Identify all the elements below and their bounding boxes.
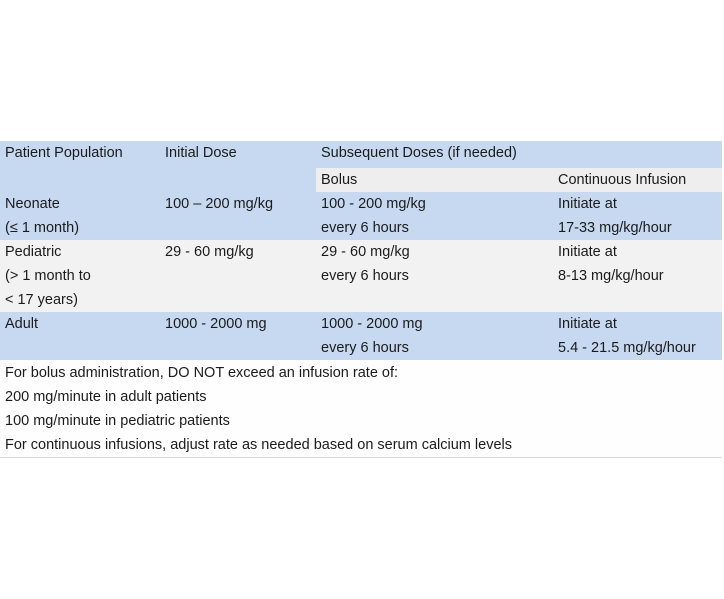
- header-subsequent-doses-label: Subsequent Doses (if needed): [321, 145, 517, 161]
- pediatric-population-cell: Pediatric (> 1 month to < 17 years): [0, 240, 160, 312]
- cell-line: 1000 - 2000 mg: [165, 316, 267, 332]
- header-continuous-infusion-label: Continuous Infusion: [558, 172, 687, 188]
- cell-line: Neonate: [5, 196, 60, 212]
- notes-row: For bolus administration, DO NOT exceed …: [0, 360, 723, 458]
- cell-line: 29 - 60 mg/kg: [321, 244, 410, 260]
- adult-population-cell: Adult: [0, 312, 160, 360]
- cell-line: (≤ 1 month): [5, 220, 80, 236]
- dosing-table: Patient Population Initial Dose Subseque…: [0, 141, 723, 458]
- cell-line: every 6 hours: [321, 220, 409, 236]
- cell-line: 29 - 60 mg/kg: [165, 244, 254, 260]
- cell-line: Initiate at: [558, 316, 617, 332]
- cell-line: Initiate at: [558, 244, 617, 260]
- notes-cell: For bolus administration, DO NOT exceed …: [0, 360, 723, 458]
- header-bolus-label: Bolus: [321, 172, 358, 188]
- adult-initial-dose-cell: 1000 - 2000 mg: [160, 312, 316, 360]
- note-line-bolus-limit: For bolus administration, DO NOT exceed …: [5, 365, 399, 381]
- cell-line: 1000 - 2000 mg: [321, 316, 423, 332]
- neonate-initial-dose-cell: 100 – 200 mg/kg: [160, 192, 316, 240]
- subheader-row: Bolus Continuous Infusion: [0, 168, 723, 192]
- neonate-bolus-cell: 100 - 200 mg/kg every 6 hours: [316, 192, 553, 240]
- header-bolus-cell: Bolus: [316, 168, 553, 192]
- pediatric-bolus-cell: 29 - 60 mg/kg every 6 hours: [316, 240, 553, 312]
- cell-line: 8-13 mg/kg/hour: [558, 268, 664, 284]
- adult-bolus-cell: 1000 - 2000 mg every 6 hours: [316, 312, 553, 360]
- neonate-population-cell: Neonate (≤ 1 month): [0, 192, 160, 240]
- note-line-adult-rate: 200 mg/minute in adult patients: [5, 389, 207, 405]
- note-line-pediatric-rate: 100 mg/minute in pediatric patients: [5, 413, 230, 429]
- note-line-continuous-adjust: For continuous infusions, adjust rate as…: [5, 437, 512, 453]
- cell-line: Adult: [5, 316, 39, 332]
- cell-line: (> 1 month to: [5, 268, 91, 284]
- cell-line: every 6 hours: [321, 340, 409, 356]
- pediatric-initial-dose-cell: 29 - 60 mg/kg: [160, 240, 316, 312]
- cell-line: 5.4 - 21.5 mg/kg/hour: [558, 340, 696, 356]
- cell-line: Pediatric: [5, 244, 62, 260]
- header-row: Patient Population Initial Dose Subseque…: [0, 141, 723, 192]
- header-initial-dose-label: Initial Dose: [165, 145, 237, 161]
- header-continuous-infusion-cell: Continuous Infusion: [553, 168, 723, 192]
- cell-line: every 6 hours: [321, 268, 409, 284]
- header-patient-population-label: Patient Population: [5, 145, 123, 161]
- pediatric-continuous-infusion-cell: Initiate at 8-13 mg/kg/hour: [553, 240, 723, 312]
- cell-line: < 17 years): [5, 292, 78, 308]
- cell-line: 17-33 mg/kg/hour: [558, 220, 672, 236]
- cell-line: 100 – 200 mg/kg: [165, 196, 274, 212]
- cell-line: 100 - 200 mg/kg: [321, 196, 426, 212]
- table-row-pediatric: Pediatric (> 1 month to < 17 years) 29 -…: [0, 240, 723, 312]
- table-row-adult: Adult 1000 - 2000 mg 1000 - 2000 mg ever…: [0, 312, 723, 360]
- header-patient-population-cell: Patient Population: [0, 141, 160, 192]
- cell-line: Initiate at: [558, 196, 617, 212]
- neonate-continuous-infusion-cell: Initiate at 17-33 mg/kg/hour: [553, 192, 723, 240]
- table-row-neonate: Neonate (≤ 1 month) 100 – 200 mg/kg 100 …: [0, 192, 723, 240]
- adult-continuous-infusion-cell: Initiate at 5.4 - 21.5 mg/kg/hour: [553, 312, 723, 360]
- header-subsequent-doses-cell: Subsequent Doses (if needed): [316, 141, 723, 168]
- header-initial-dose-cell: Initial Dose: [160, 141, 316, 192]
